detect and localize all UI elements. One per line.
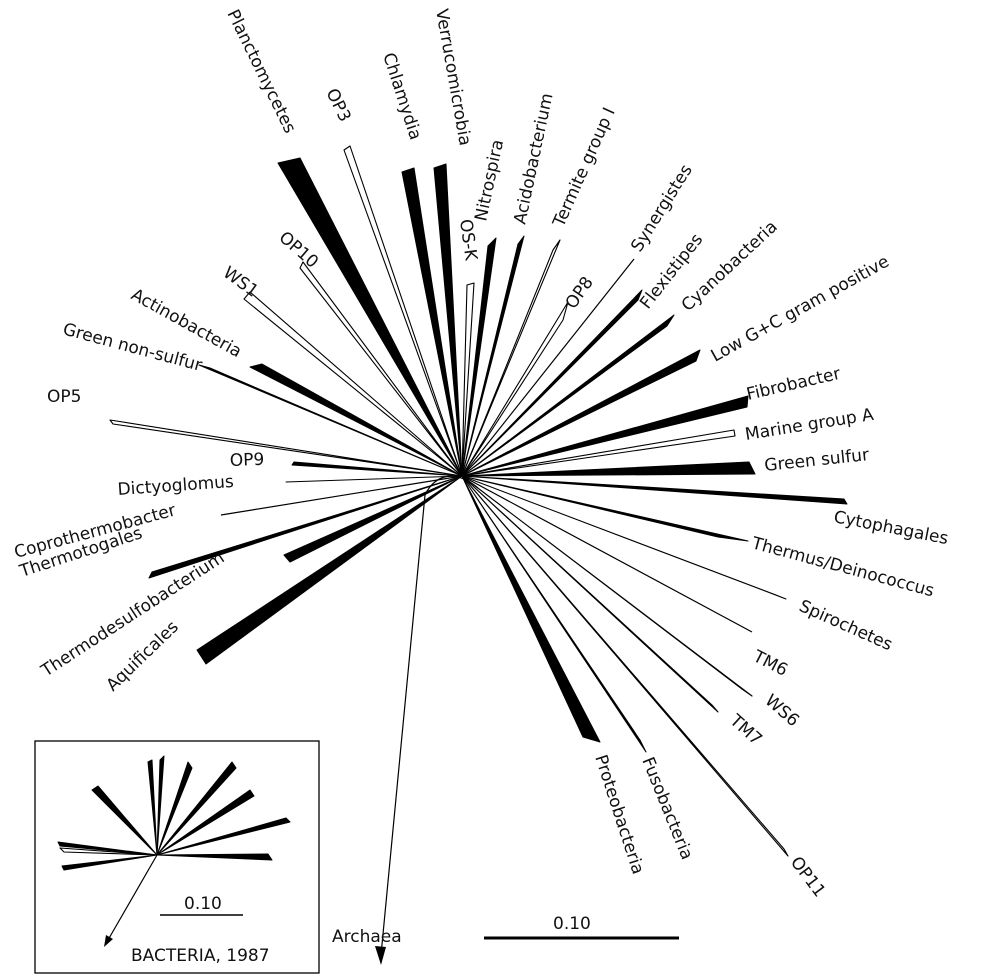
branch-coprothermobacter xyxy=(220,475,463,516)
inset-wedge-8 xyxy=(156,853,273,861)
wedge-fusobacteria xyxy=(461,475,647,753)
label-planctomycetes: Planctomycetes xyxy=(223,6,300,136)
wedge-marine-group-a xyxy=(461,429,736,477)
label-tm6: TM6 xyxy=(749,646,791,681)
inset-wedge-6 xyxy=(156,789,255,856)
branch-tm6 xyxy=(461,475,753,633)
inset-tree-branches xyxy=(57,755,291,871)
label-thermus-deinococcus: Thermus/Deinococcus xyxy=(749,533,937,601)
inset-wedge-9 xyxy=(57,841,158,856)
inset-wedge-10 xyxy=(61,854,158,871)
wedge-spirochetes xyxy=(461,475,787,600)
label-cytophagales: Cytophagales xyxy=(832,507,950,549)
label-os-k: OS-K xyxy=(455,218,481,263)
wedge-actinobacteria xyxy=(249,363,463,477)
wedge-op11 xyxy=(461,475,789,857)
wedge-thermus-deinococcus xyxy=(461,475,749,542)
archaea-label: Archaea xyxy=(332,927,402,947)
wedge-cyanobacteria xyxy=(461,314,675,477)
label-marine-group-a: Marine group A xyxy=(744,405,876,445)
label-verrucomicrobia: Verrucomicrobia xyxy=(431,7,475,147)
wedge-proteobacteria xyxy=(461,475,601,743)
label-op10: OP10 xyxy=(275,228,322,273)
main-tree-branches xyxy=(109,145,848,857)
label-ws6: WS6 xyxy=(761,691,803,731)
label-chlamydia: Chlamydia xyxy=(378,50,425,142)
label-dictyoglomus: Dictyoglomus xyxy=(117,472,235,500)
wedge-op9 xyxy=(291,461,463,477)
wedge-termite-group-i xyxy=(461,239,561,477)
wedge-acidobacterium xyxy=(461,235,525,477)
label-op3: OP3 xyxy=(322,85,355,125)
wedge-verrucomicrobia xyxy=(433,163,463,477)
wedge-thermodesulfobacterium xyxy=(283,475,463,563)
wedge-thermotogales xyxy=(148,475,463,579)
label-termite-group-i: Termite group I xyxy=(549,105,620,231)
inset-wedge-4 xyxy=(156,761,193,856)
archaea-branch xyxy=(380,475,479,956)
inset-scale-label: 0.10 xyxy=(184,894,222,914)
label-op9: OP9 xyxy=(229,450,264,471)
wedge-dictyoglomus xyxy=(285,475,463,483)
inset-wedge-5 xyxy=(156,761,237,856)
label-op5: OP5 xyxy=(47,387,81,407)
inset-wedge-11 xyxy=(59,847,158,856)
inset-wedge-7 xyxy=(156,817,291,856)
branch-synergistes xyxy=(461,258,635,477)
wedge-cytophagales xyxy=(461,475,848,505)
label-op11: OP11 xyxy=(786,853,829,901)
wedge-chlamydia xyxy=(401,167,463,477)
scale-bar-label: 0.10 xyxy=(553,914,591,934)
wedge-op5 xyxy=(109,419,463,477)
wedge-green-sulfur xyxy=(461,461,756,477)
wedge-aquificales xyxy=(196,475,463,665)
wedge-green-non-sulfur xyxy=(198,364,463,477)
label-acidobacterium: Acidobacterium xyxy=(510,91,557,226)
wedge-low-g-c-gram-positive xyxy=(461,349,701,477)
wedge-fibrobacter xyxy=(461,395,749,477)
inset-wedge-1 xyxy=(147,759,158,856)
wedge-op10 xyxy=(299,261,463,477)
wedge-ws1 xyxy=(243,291,463,477)
label-fusobacteria: Fusobacteria xyxy=(637,754,696,862)
label-tm7: TM7 xyxy=(725,710,766,750)
label-nitrospira: Nitrospira xyxy=(471,138,508,223)
wedge-nitrospira xyxy=(461,237,497,477)
inset-root-branch xyxy=(107,854,158,941)
archaea-arrowhead xyxy=(375,946,386,965)
wedge-planctomycetes xyxy=(277,157,463,477)
label-green-sulfur: Green sulfur xyxy=(763,445,870,476)
label-proteobacteria: Proteobacteria xyxy=(590,752,647,876)
inset-frame xyxy=(34,740,320,974)
wedge-tm7 xyxy=(461,475,719,713)
wedge-flexistipes xyxy=(461,289,643,477)
label-fibrobacter: Fibrobacter xyxy=(745,364,843,405)
inset-title: BACTERIA, 1987 xyxy=(131,946,270,966)
wedge-ws6 xyxy=(461,475,753,697)
label-ws1: WS1 xyxy=(219,263,262,302)
wedge-os-k xyxy=(461,282,475,477)
label-spirochetes: Spirochetes xyxy=(796,596,896,655)
wedge-op8 xyxy=(461,301,569,477)
wedge-op3 xyxy=(343,145,463,477)
inset-wedge-2 xyxy=(156,755,165,856)
inset-arrowhead xyxy=(104,935,113,947)
inset-wedge-3 xyxy=(91,785,158,856)
